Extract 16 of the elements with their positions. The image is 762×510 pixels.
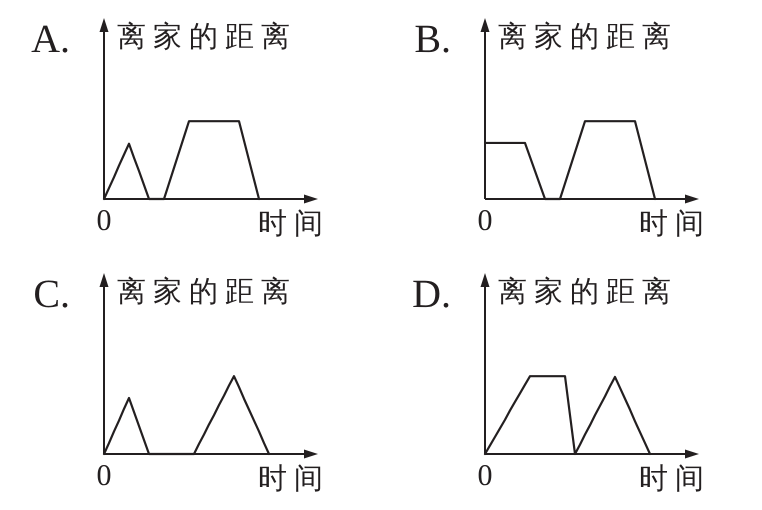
y-axis-title: 离家的距离 [117,21,297,53]
y-axis-title: 离家的距离 [117,276,297,308]
y-axis-title: 离家的距离 [498,276,678,308]
chart-title: A. [31,16,70,61]
text: 0 [96,204,112,237]
x-axis-title: 时间 [258,463,330,495]
x-axis-title: 时间 [639,208,711,240]
chart-title: B. [414,16,451,61]
chart-title: D. [412,271,451,316]
chart-title: C. [33,271,70,316]
x-axis-title: 时间 [639,463,711,495]
text: 0 [478,459,492,492]
y-axis-title: 离家的距离 [498,21,678,53]
text: 0 [96,459,112,492]
text: 0 [478,204,492,237]
x-axis-title: 时间 [258,208,330,240]
